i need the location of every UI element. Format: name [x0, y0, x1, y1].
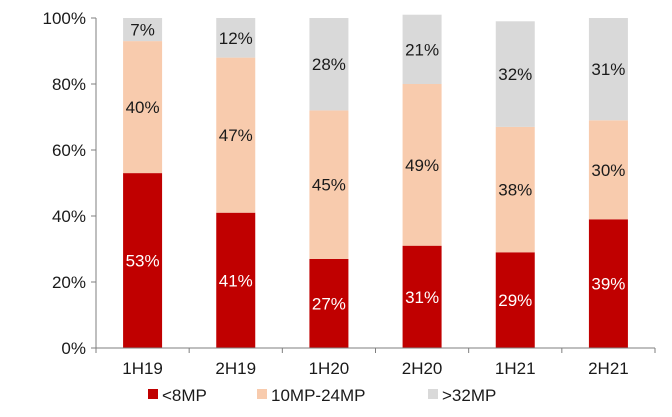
data-label: 30%	[591, 161, 625, 180]
bar-segment	[309, 258, 349, 348]
bar-segment	[588, 18, 628, 121]
bar-segment	[495, 126, 535, 253]
legend-swatch	[148, 389, 158, 399]
y-tick-label: 0%	[61, 339, 86, 358]
data-label: 7%	[130, 21, 155, 40]
bar-segment	[309, 18, 349, 111]
data-label: 53%	[126, 252, 160, 271]
x-tick-label: 1H20	[309, 359, 350, 378]
data-label: 32%	[498, 65, 532, 84]
bar-segment	[216, 18, 256, 58]
data-label: 31%	[591, 60, 625, 79]
legend-label: <8MP	[162, 386, 207, 405]
data-label: 40%	[126, 98, 160, 117]
bar-segment	[402, 14, 442, 85]
data-label: 45%	[312, 176, 346, 195]
legend-item: >32MP	[428, 386, 496, 405]
x-tick-label: 2H19	[215, 359, 256, 378]
x-tick-label: 1H21	[495, 359, 536, 378]
bar-segment	[402, 245, 442, 348]
data-label: 47%	[219, 126, 253, 145]
data-label: 21%	[405, 40, 439, 59]
legend-item: <8MP	[148, 386, 207, 405]
data-label: 29%	[498, 291, 532, 310]
bar-segment	[588, 219, 628, 348]
bars: 53% 40% 7% 41% 47% 12% 27% 45% 28% 31% 49% 21% 29% 38…	[123, 14, 628, 348]
y-tick-label: 60%	[52, 141, 86, 160]
bar-segment	[123, 173, 163, 348]
data-label: 12%	[219, 29, 253, 48]
legend-item: 10MP-24MP	[257, 386, 365, 405]
x-tick-label: 2H20	[402, 359, 443, 378]
x-tick-label: 2H21	[588, 359, 629, 378]
bar-segment	[216, 57, 256, 213]
x-tick-label: 1H19	[122, 359, 163, 378]
bar-segment	[495, 21, 535, 127]
bar-segment	[495, 252, 535, 348]
y-axis: 0% 20% 40% 60% 80% 100%	[43, 9, 97, 358]
bar-segment	[588, 120, 628, 220]
x-axis: 1H19 2H19 1H20 2H20 1H21 2H21	[95, 347, 656, 378]
data-label: 41%	[219, 271, 253, 290]
legend: <8MP 10MP-24MP >32MP	[148, 386, 496, 405]
data-label: 27%	[312, 294, 346, 313]
bar-segment	[309, 110, 349, 259]
legend-swatch	[257, 389, 267, 399]
legend-label: 10MP-24MP	[271, 386, 365, 405]
bar-segment	[123, 41, 163, 174]
bar-segment	[123, 18, 163, 42]
data-label: 31%	[405, 288, 439, 307]
y-tick-label: 40%	[52, 207, 86, 226]
legend-swatch	[428, 389, 438, 399]
y-tick-label: 100%	[43, 9, 86, 28]
data-label: 28%	[312, 55, 346, 74]
legend-label: >32MP	[442, 386, 496, 405]
bar-segment	[216, 212, 256, 348]
data-label: 49%	[405, 156, 439, 175]
bar-segment	[402, 84, 442, 246]
data-label: 38%	[498, 181, 532, 200]
y-tick-label: 80%	[52, 75, 86, 94]
y-tick-label: 20%	[52, 273, 86, 292]
data-label: 39%	[591, 275, 625, 294]
